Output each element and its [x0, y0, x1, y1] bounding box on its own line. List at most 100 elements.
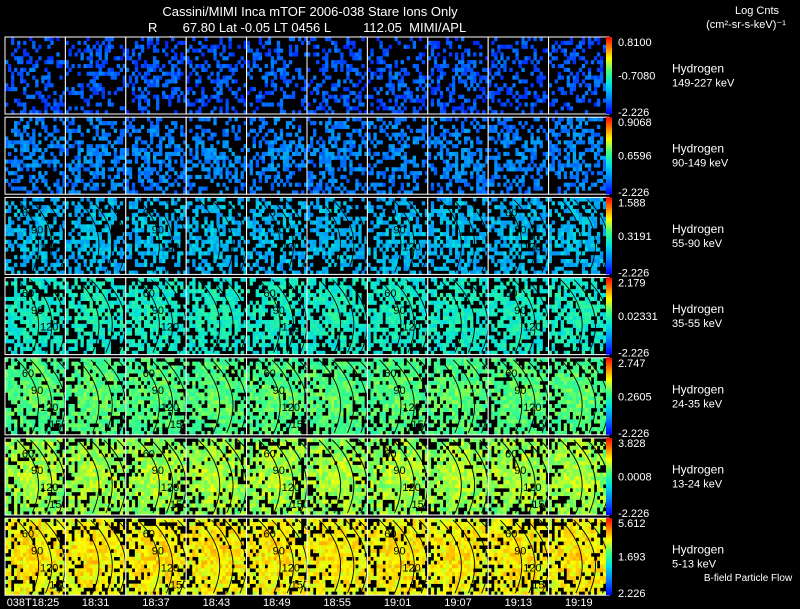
panel-1-4 — [246, 116, 308, 195]
row-energy-label: 149-227 keV — [672, 78, 735, 90]
panel-1-2 — [125, 116, 187, 195]
panel-6-6: 60 90 120 150 — [366, 517, 442, 596]
panel-5-7 — [427, 437, 502, 516]
panel-5-5 — [306, 437, 381, 516]
panel-3-1 — [64, 277, 127, 356]
panel-1-9 — [548, 116, 610, 195]
row-energy-label: 35-55 keV — [672, 318, 723, 330]
contour-label: 120 — [40, 402, 58, 414]
contour-label: 150 — [291, 579, 309, 591]
contour-label: 60 — [22, 208, 34, 220]
figure-title: Cassini/MIMI Inca mTOF 2006-038 Stare Io… — [162, 4, 458, 19]
colorbar-max-label: 2.747 — [618, 358, 646, 370]
contour-label: 90 — [273, 225, 285, 237]
contour-label: 90 — [152, 545, 164, 557]
panel-2-0: 60 90 120 — [4, 196, 66, 275]
contour-label: 120 — [402, 562, 420, 574]
colorbar-max-label: 0.9068 — [618, 117, 652, 129]
panel-3-0: 60 90 120 — [4, 277, 66, 356]
panel-5-2: 60 90 120 150 — [125, 437, 200, 516]
contour-label: 90 — [152, 385, 164, 397]
panel-5-1 — [64, 437, 140, 516]
row-energy-label: 5-13 keV — [672, 559, 717, 571]
row-species-label: Hydrogen — [672, 302, 724, 316]
panel-2-6: 60 90 120 — [366, 196, 429, 275]
panel-2-3 — [185, 196, 248, 275]
contour-label: 60 — [384, 208, 396, 220]
panel-0-0 — [4, 36, 66, 115]
heatmap-panels: 60 90 120 60 90 120 60 90 120 60 90 120 60 90 120 60 90 1… — [4, 36, 623, 596]
colorbars: 0.8100-0.7080-2.2260.90680.6596-2.2261.5… — [606, 37, 658, 600]
contour-label: 90 — [393, 305, 405, 317]
contour-label: 120 — [282, 482, 300, 494]
contour-label: 150 — [170, 499, 188, 511]
contour-label: 120 — [161, 562, 179, 574]
time-label: 18:55 — [323, 597, 351, 609]
contour-label: 60 — [143, 529, 155, 541]
panel-2-8: 60 90 120 — [487, 196, 550, 275]
time-label: 19:01 — [384, 597, 412, 609]
contour-label: 150 — [49, 419, 67, 431]
panel-1-8 — [487, 116, 550, 195]
contour-label: 60 — [384, 368, 396, 380]
contour-label: 120 — [282, 562, 300, 574]
contour-label: 60 — [384, 529, 396, 541]
contour-label: 120 — [402, 482, 420, 494]
panel-0-8 — [487, 36, 550, 115]
contour-label: 120 — [402, 322, 420, 334]
contour-label: 90 — [273, 545, 285, 557]
panel-1-5 — [306, 116, 368, 195]
contour-label: 60 — [264, 448, 276, 460]
panel-0-9 — [548, 36, 610, 115]
contour-label: 150 — [291, 419, 309, 431]
contour-label: 120 — [161, 402, 179, 414]
contour-label: 120 — [282, 242, 300, 254]
contour-label: 120 — [523, 562, 541, 574]
contour-label: 150 — [412, 579, 430, 591]
contour-label: 90 — [393, 225, 405, 237]
contour-label: 60 — [384, 288, 396, 300]
contour-label: 150 — [170, 419, 188, 431]
panel-3-5 — [306, 277, 368, 356]
contour-label: 120 — [402, 402, 420, 414]
panel-6-4: 60 90 120 150 — [246, 517, 321, 596]
contour-label: 120 — [161, 322, 179, 334]
contour-label: 150 — [412, 499, 430, 511]
contour-label: 120 — [402, 242, 420, 254]
panel-4-7 — [427, 357, 502, 436]
contour-label: 150 — [532, 419, 550, 431]
contour-label: 60 — [264, 529, 276, 541]
panel-5-4: 60 90 120 150 — [246, 437, 321, 516]
time-label: 038T18:25 — [7, 597, 60, 609]
row-labels: Hydrogen 149-227 keV Hydrogen 90-149 keV Hyd… — [672, 62, 735, 571]
row-species-label: Hydrogen — [672, 222, 724, 236]
colorbar-0 — [606, 37, 612, 114]
contour-label: 150 — [532, 579, 550, 591]
colorbar-max-label: 3.828 — [618, 438, 646, 450]
colorbar-min-label: -2.226 — [618, 107, 649, 119]
colorbar-units: (cm²-sr-s-keV)⁻¹ — [706, 19, 786, 31]
contour-label: 150 — [532, 499, 550, 511]
contour-label: 90 — [393, 545, 405, 557]
panel-6-0: 60 90 120 150 — [4, 517, 79, 596]
colorbar-title: Log Cnts — [735, 5, 780, 17]
contour-label: 60 — [22, 448, 34, 460]
colorbar-5 — [606, 438, 612, 515]
contour-label: 90 — [514, 385, 526, 397]
contour-label: 150 — [49, 499, 67, 511]
colorbar-min-label: -2.226 — [618, 187, 649, 199]
colorbar-mid-label: 0.0008 — [618, 472, 652, 484]
panel-3-4: 60 90 120 — [246, 277, 308, 356]
panel-2-5 — [306, 196, 368, 275]
contour-label: 60 — [384, 448, 396, 460]
colorbar-mid-label: 0.02331 — [618, 311, 658, 323]
colorbar-mid-label: 0.2605 — [618, 391, 652, 403]
time-label: 18:49 — [263, 597, 291, 609]
colorbar-mid-label: -0.7080 — [618, 71, 655, 83]
colorbar-mid-label: 1.693 — [618, 552, 646, 564]
panel-4-4: 60 90 120 150 — [246, 357, 321, 436]
contour-label: 60 — [22, 288, 34, 300]
panel-4-2: 60 90 120 150 — [125, 357, 200, 436]
figure-subtitle: R 67.80 Lat -0.05 LT 0456 L 112.05 MIMI/… — [148, 20, 466, 35]
panel-4-1 — [64, 357, 140, 436]
